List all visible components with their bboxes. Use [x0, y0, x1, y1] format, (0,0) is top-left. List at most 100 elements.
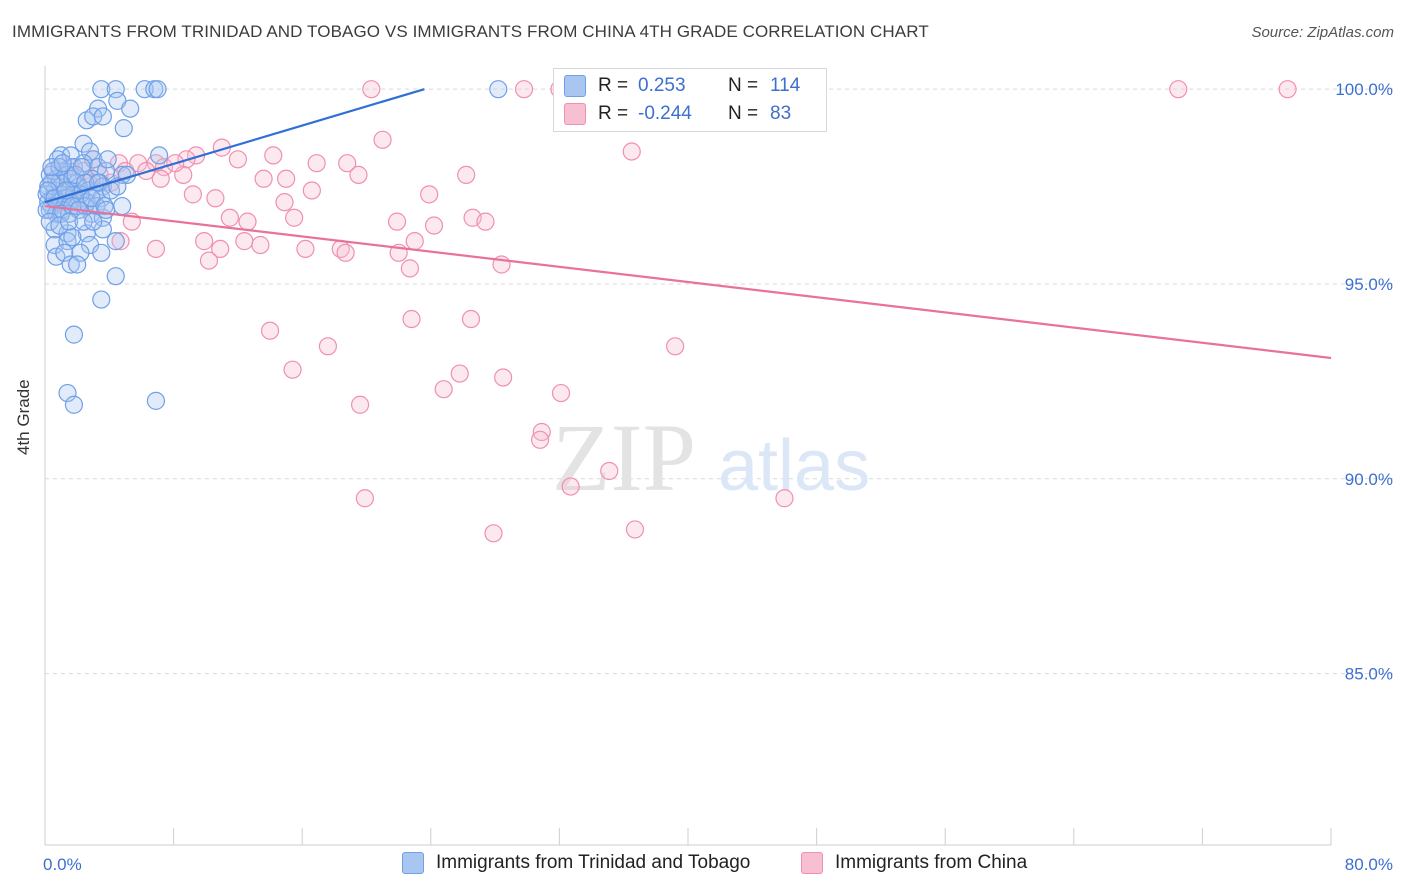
china-point — [362, 80, 381, 99]
china-point — [600, 461, 619, 481]
china-point — [254, 169, 273, 188]
china-point — [151, 169, 170, 188]
china-point — [275, 193, 294, 212]
china-point — [146, 239, 166, 259]
trinidad-trend-line — [44, 88, 425, 204]
stats-box: R = 0.253 N = 114 R = -0.244 N = 83 — [553, 68, 827, 132]
y-tick-labels: 85.0% 90.0% 95.0% 100.0% — [1335, 80, 1393, 683]
china-point — [228, 150, 247, 169]
china-point — [183, 185, 202, 204]
trinidad-point — [98, 150, 117, 169]
trinidad-point — [96, 200, 116, 220]
series-china-points — [43, 80, 1297, 543]
trinidad-point — [113, 165, 132, 184]
trinidad-point — [68, 255, 87, 274]
trinidad-point — [84, 212, 103, 231]
trinidad-point — [92, 243, 111, 262]
china-point — [302, 181, 321, 200]
stats-swatch-blue — [564, 75, 586, 97]
stats-row-trinidad: R = 0.253 N = 114 — [564, 73, 810, 99]
china-point — [296, 239, 315, 259]
trinidad-point — [148, 80, 167, 99]
china-point — [622, 142, 641, 161]
china-point — [251, 235, 270, 255]
trinidad-point — [135, 80, 154, 99]
china-point — [318, 337, 338, 356]
trinidad-point — [63, 228, 82, 247]
china-point — [220, 208, 239, 227]
trinidad-point — [92, 80, 111, 99]
china-point — [775, 489, 794, 508]
stats-n-value: 83 — [770, 103, 792, 124]
china-point — [307, 154, 326, 173]
trinidad-point — [146, 391, 166, 410]
trinidad-point — [50, 216, 69, 235]
x-tick-labels: 0.0% 80.0% — [43, 855, 1393, 874]
gridlines — [45, 88, 1394, 675]
china-point — [400, 259, 420, 278]
stats-r-label: R = — [598, 103, 629, 124]
stats-n-label: N = — [728, 75, 759, 96]
watermark: ZIP atlas — [552, 404, 870, 511]
watermark-atlas: atlas — [718, 426, 870, 506]
stats-swatch-pink — [564, 103, 586, 125]
x-tick-label-min: 0.0% — [43, 855, 82, 874]
china-trend-line — [44, 204, 1332, 360]
legend-swatch-blue — [402, 852, 424, 874]
china-point — [424, 216, 444, 235]
y-tick-label: 95.0% — [1345, 275, 1393, 294]
trinidad-point — [53, 154, 72, 173]
china-point — [206, 189, 225, 208]
trinidad-point — [64, 325, 84, 344]
stats-r-value: -0.244 — [638, 103, 692, 124]
china-point — [561, 477, 580, 496]
china-point — [531, 430, 550, 449]
trinidad-point — [60, 212, 79, 231]
china-point — [514, 80, 534, 99]
china-point — [195, 232, 214, 251]
legend-swatch-pink — [801, 852, 823, 874]
y-tick-label: 100.0% — [1335, 80, 1393, 99]
stats-r-value: 0.253 — [638, 75, 686, 96]
trinidad-point — [40, 212, 59, 231]
trinidad-point — [84, 107, 103, 126]
china-point — [434, 380, 453, 399]
trinidad-point — [113, 196, 132, 216]
chart-title: IMMIGRANTS FROM TRINIDAD AND TOBAGO VS I… — [12, 22, 929, 41]
china-point — [277, 169, 296, 188]
china-point — [264, 146, 283, 165]
china-point — [402, 309, 421, 329]
china-point — [373, 130, 392, 149]
china-point — [476, 212, 495, 231]
china-point — [260, 321, 280, 340]
china-point — [285, 208, 304, 227]
china-point — [235, 232, 254, 251]
y-tick-label: 85.0% — [1345, 665, 1393, 684]
china-point — [350, 395, 370, 414]
china-point — [211, 239, 230, 259]
legend-item-trinidad[interactable]: Immigrants from Trinidad and Tobago — [402, 852, 750, 874]
china-point — [338, 154, 357, 173]
china-point — [461, 309, 481, 329]
trinidad-point — [61, 255, 80, 274]
trinidad-point — [106, 232, 125, 251]
stats-row-china: R = -0.244 N = 83 — [564, 101, 810, 127]
china-point — [238, 212, 257, 231]
trinidad-point — [58, 383, 77, 403]
china-point — [484, 524, 503, 543]
legend-label-china: Immigrants from China — [835, 852, 1028, 873]
trinidad-point — [71, 243, 90, 262]
series-trinidad-points — [37, 80, 508, 414]
trinidad-point — [106, 267, 125, 286]
legend-item-china[interactable]: Immigrants from China — [801, 852, 1027, 874]
china-point — [349, 165, 368, 184]
china-point — [387, 212, 407, 231]
china-point — [457, 165, 476, 184]
trend-lines — [44, 88, 1332, 360]
china-point — [1278, 80, 1297, 99]
china-point — [283, 360, 302, 379]
trinidad-point — [489, 80, 508, 99]
stats-n-label: N = — [728, 103, 759, 124]
y-tick-label: 90.0% — [1345, 470, 1393, 489]
